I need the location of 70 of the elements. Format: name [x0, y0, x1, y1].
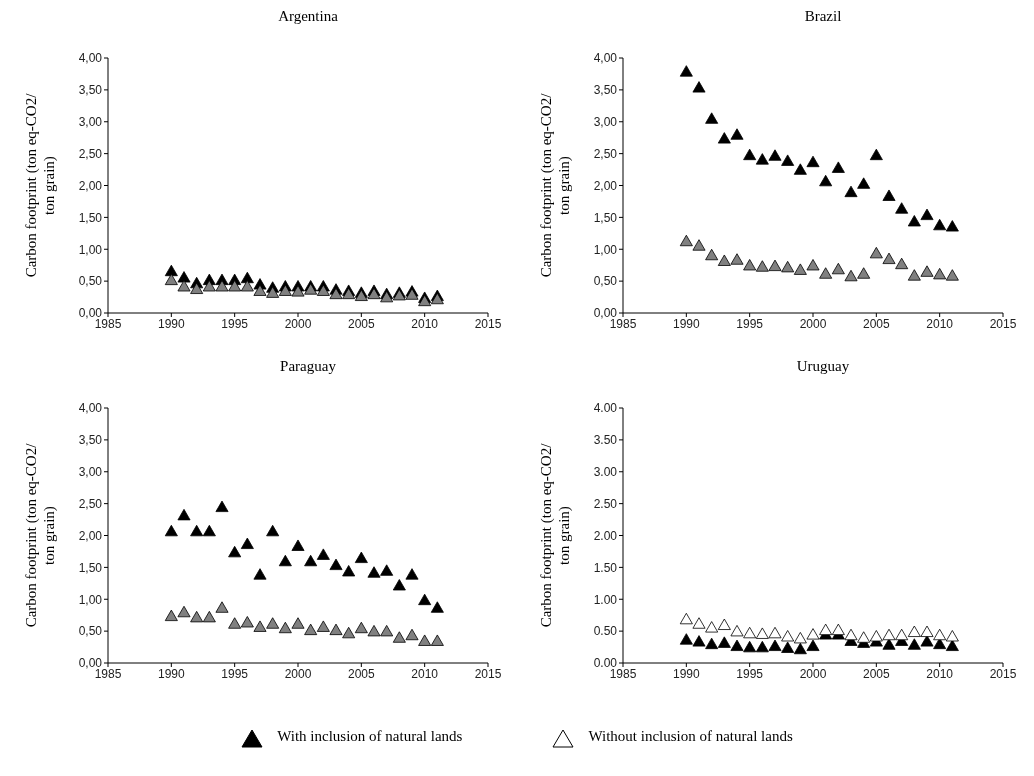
legend-label: Without inclusion of natural lands — [587, 728, 793, 747]
y-axis-title: Carbon footprint (ton eq-CO2/ ton grain) — [23, 442, 58, 628]
x-tick-label: 1985 — [609, 666, 637, 681]
x-tick-label: 2010 — [926, 666, 954, 681]
y-tick-label: 1,00 — [78, 592, 103, 607]
y-tick-label: 2,00 — [78, 178, 103, 193]
y-tick-label: 3,50 — [78, 433, 103, 448]
x-tick-label: 1995 — [736, 316, 764, 331]
y-tick-label: 1.00 — [593, 592, 618, 607]
x-tick-label: 2005 — [862, 316, 890, 331]
x-tick-label: 2010 — [411, 666, 439, 681]
y-tick-label: 0.50 — [593, 624, 618, 639]
chart-title: Paraguay — [279, 358, 337, 375]
y-tick-label: 2.00 — [593, 528, 618, 543]
y-tick-label: 2,50 — [593, 146, 618, 161]
y-axis-title: Carbon footprint (ton eq-CO2/ ton grain) — [538, 92, 573, 278]
chart-title: Argentina — [277, 8, 339, 25]
y-tick-label: 1.50 — [593, 560, 618, 575]
y-tick-label: 0,50 — [593, 274, 618, 289]
x-tick-label: 2005 — [347, 666, 375, 681]
y-tick-label: 1,50 — [593, 210, 618, 225]
y-tick-label: 2,00 — [593, 178, 618, 193]
y-tick-label: 3,00 — [78, 115, 103, 130]
y-tick-label: 0,50 — [78, 624, 103, 639]
x-tick-label: 1990 — [157, 316, 185, 331]
y-tick-label: 2,50 — [78, 496, 103, 511]
y-tick-label: 4.00 — [593, 401, 618, 416]
x-tick-label: 2000 — [284, 666, 312, 681]
y-tick-label: 0,50 — [78, 274, 103, 289]
x-tick-label: 2005 — [862, 666, 890, 681]
x-tick-label: 2015 — [474, 666, 502, 681]
x-tick-label: 1995 — [221, 316, 249, 331]
y-tick-label: 1,00 — [593, 242, 618, 257]
y-axis-title: Carbon footprint (ton eq-CO2/ ton grain) — [23, 92, 58, 278]
y-tick-label: 3,00 — [593, 115, 618, 130]
x-tick-label: 2000 — [799, 316, 827, 331]
chart-title: Brazil — [803, 8, 843, 25]
x-tick-label: 2015 — [989, 316, 1017, 331]
x-tick-label: 2000 — [284, 316, 312, 331]
y-tick-label: 2,50 — [78, 146, 103, 161]
x-tick-label: 2010 — [926, 316, 954, 331]
y-axis-title: Carbon footprint (ton eq-CO2/ ton grain) — [538, 442, 573, 628]
y-tick-label: 3,00 — [78, 465, 103, 480]
x-tick-label: 2005 — [347, 316, 375, 331]
y-tick-label: 1,00 — [78, 242, 103, 257]
chart-title: Uruguay — [795, 358, 851, 375]
x-tick-label: 1990 — [157, 666, 185, 681]
y-tick-label: 3.00 — [593, 465, 618, 480]
y-tick-label: 3,50 — [78, 83, 103, 98]
x-tick-label: 1990 — [672, 666, 700, 681]
x-tick-label: 2015 — [989, 666, 1017, 681]
y-tick-label: 4,00 — [593, 51, 618, 66]
x-tick-label: 1985 — [609, 316, 637, 331]
x-tick-label: 2015 — [474, 316, 502, 331]
x-tick-label: 1990 — [672, 316, 700, 331]
y-tick-label: 1,50 — [78, 560, 103, 575]
x-tick-label: 1995 — [736, 666, 764, 681]
x-tick-label: 2000 — [799, 666, 827, 681]
y-tick-label: 3,50 — [593, 83, 618, 98]
y-tick-label: 4,00 — [78, 51, 103, 66]
x-tick-label: 2010 — [411, 316, 439, 331]
y-tick-label: 1,50 — [78, 210, 103, 225]
legend-label: With inclusion of natural lands — [276, 728, 463, 747]
y-tick-label: 2,00 — [78, 528, 103, 543]
x-tick-label: 1995 — [221, 666, 249, 681]
x-tick-label: 1985 — [94, 316, 122, 331]
y-tick-label: 4,00 — [78, 401, 103, 416]
x-tick-label: 1985 — [94, 666, 122, 681]
y-tick-label: 2.50 — [593, 496, 618, 511]
y-tick-label: 3.50 — [593, 433, 618, 448]
